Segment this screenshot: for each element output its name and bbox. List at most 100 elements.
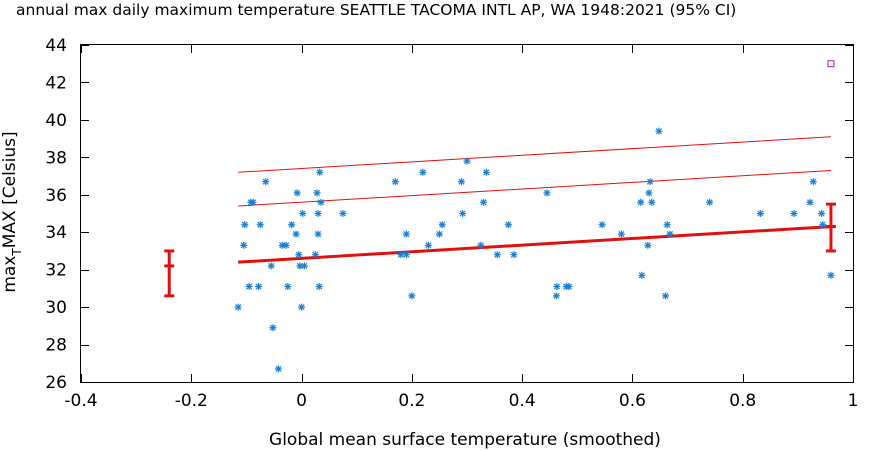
x-tick-label: 0.2: [398, 391, 425, 411]
data-point: [424, 241, 432, 249]
data-point: [298, 303, 306, 311]
data-point: [314, 230, 322, 238]
data-point: [480, 198, 488, 206]
y-axis-label-rest: MAX [Celsius]: [0, 131, 20, 248]
data-point: [292, 230, 300, 238]
data-point: [666, 230, 674, 238]
data-point: [438, 221, 446, 229]
data-point: [482, 168, 490, 176]
data-point: [284, 283, 292, 291]
data-point: [402, 230, 410, 238]
return-level-line-2: [238, 136, 831, 173]
error-bars: [164, 202, 836, 298]
x-tick-label: 0.8: [729, 391, 756, 411]
data-point: [317, 198, 325, 206]
data-point: [241, 221, 249, 229]
data-point: [706, 198, 714, 206]
data-point: [311, 251, 319, 259]
data-point: [339, 210, 347, 217]
x-tick-label: 0: [296, 391, 307, 411]
fit-lines: [238, 136, 832, 264]
y-tick-label: 26: [45, 373, 67, 393]
chart-title: annual max daily maximum temperature SEA…: [16, 1, 736, 19]
y-axis-label-sub: T: [10, 248, 24, 257]
fit-line: [238, 225, 832, 264]
data-point: [756, 210, 764, 217]
data-point: [806, 198, 814, 206]
outlier-point: [827, 60, 835, 68]
data-point: [314, 210, 322, 217]
error-bar: [825, 202, 836, 253]
data-point: [790, 210, 798, 217]
y-tick-label: 40: [45, 111, 67, 131]
data-point: [269, 324, 277, 332]
data-point: [240, 241, 248, 249]
data-point: [638, 271, 646, 279]
data-point: [274, 365, 282, 373]
data-point: [565, 283, 573, 291]
data-point: [663, 221, 671, 229]
data-point: [646, 178, 654, 186]
data-point: [827, 271, 835, 279]
data-point: [510, 251, 518, 259]
data-point: [644, 241, 652, 249]
data-point: [234, 303, 242, 311]
data-point: [288, 221, 296, 229]
data-point: [648, 198, 656, 206]
y-axis-label-base: max: [0, 256, 20, 293]
data-point: [299, 210, 307, 217]
data-point: [402, 251, 410, 259]
y-tick-label: 30: [45, 298, 67, 318]
data-point: [313, 189, 321, 197]
data-point: [249, 198, 257, 206]
data-point: [391, 178, 399, 186]
data-point: [408, 292, 416, 300]
data-point: [818, 210, 826, 217]
data-points: [234, 60, 835, 373]
data-point: [463, 157, 471, 165]
data-point: [293, 189, 301, 197]
y-axis-label: maxTMAX [Celsius]: [0, 131, 24, 292]
data-point: [662, 292, 670, 300]
x-tick-label: 0.4: [509, 391, 536, 411]
return-level-line-1: [238, 169, 831, 207]
data-point: [477, 241, 485, 249]
y-tick-label: 28: [45, 336, 67, 356]
y-tick-label: 34: [45, 223, 67, 243]
data-point: [282, 241, 290, 249]
error-bar: [164, 249, 175, 298]
data-point: [819, 221, 827, 229]
x-tick-label: -0.4: [64, 391, 97, 411]
data-point: [809, 178, 817, 186]
svg-text:maxTMAX [Celsius]: maxTMAX [Celsius]: [0, 131, 24, 292]
data-point: [435, 230, 443, 238]
y-tick-label: 42: [45, 73, 67, 93]
data-point: [419, 168, 427, 176]
data-point: [553, 283, 561, 291]
x-tick-label: 1: [848, 391, 859, 411]
tick-labels: -0.4 -0.2 0 0.2 0.4 0.6 0.8 1 26 28 30 32 34 36 38 40 42…: [45, 36, 858, 411]
data-point: [493, 251, 501, 259]
x-axis-label: Global mean surface temperature (smoothe…: [269, 430, 661, 450]
data-point: [245, 283, 253, 291]
data-point: [315, 283, 323, 291]
data-point: [504, 221, 512, 229]
data-point: [262, 178, 270, 186]
y-tick-label: 38: [45, 148, 67, 168]
y-tick-label: 32: [45, 261, 67, 281]
data-point: [267, 262, 275, 270]
data-point: [300, 262, 308, 270]
data-point: [255, 283, 263, 291]
data-point: [637, 198, 645, 206]
data-point: [598, 221, 606, 229]
data-point: [543, 189, 551, 197]
data-point: [655, 127, 663, 135]
x-tick-label: -0.2: [175, 391, 208, 411]
data-point: [295, 251, 303, 259]
y-tick-label: 36: [45, 186, 67, 206]
data-point: [459, 210, 467, 217]
plot-area-frame: [80, 44, 854, 383]
data-point: [552, 292, 560, 300]
data-point: [256, 221, 264, 229]
